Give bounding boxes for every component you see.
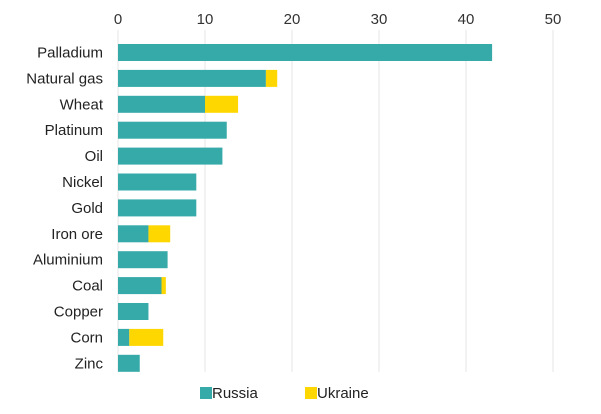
bar <box>118 225 149 243</box>
category-label: Gold <box>71 200 103 217</box>
bars <box>118 44 493 372</box>
category-label: Coal <box>72 278 103 295</box>
category-label: Nickel <box>62 174 103 191</box>
bar <box>205 95 239 113</box>
category-label: Oil <box>85 148 103 165</box>
legend-label: Russia <box>212 385 259 402</box>
bar <box>118 147 223 165</box>
x-tick-label: 50 <box>545 11 562 28</box>
x-tick-label: 0 <box>114 11 122 28</box>
category-labels: Palladium Natural gas Wheat Platinum Oil Nick… <box>26 45 104 373</box>
bar <box>118 354 140 372</box>
category-label: Platinum <box>45 122 103 139</box>
bar <box>129 328 164 346</box>
legend-label: Ukraine <box>317 385 369 402</box>
category-label: Palladium <box>37 45 103 62</box>
bar <box>118 44 493 61</box>
category-label: Wheat <box>60 96 104 113</box>
bar <box>161 277 166 295</box>
bar <box>265 69 278 87</box>
legend-swatch <box>305 387 317 399</box>
legend-swatch <box>200 387 212 399</box>
x-tick-label: 30 <box>371 11 388 28</box>
bar <box>118 303 149 320</box>
bar <box>118 121 227 139</box>
x-tick-label: 10 <box>197 11 214 28</box>
bar <box>118 173 197 191</box>
category-label: Corn <box>70 329 103 346</box>
category-label: Iron ore <box>51 226 103 243</box>
category-label: Zinc <box>75 355 104 372</box>
x-tick-label: 40 <box>458 11 475 28</box>
category-label: Aluminium <box>33 252 103 269</box>
x-axis-ticks: 0 10 20 30 40 50 <box>114 11 562 28</box>
legend: Russia Ukraine <box>200 385 369 402</box>
x-tick-label: 20 <box>284 11 301 28</box>
bar <box>118 95 205 113</box>
bar <box>118 69 266 87</box>
bar <box>118 251 168 269</box>
category-label: Copper <box>54 304 103 321</box>
bar <box>118 328 130 346</box>
bar <box>118 277 162 295</box>
bar <box>118 199 197 217</box>
category-label: Natural gas <box>26 70 103 87</box>
bar <box>148 225 171 243</box>
